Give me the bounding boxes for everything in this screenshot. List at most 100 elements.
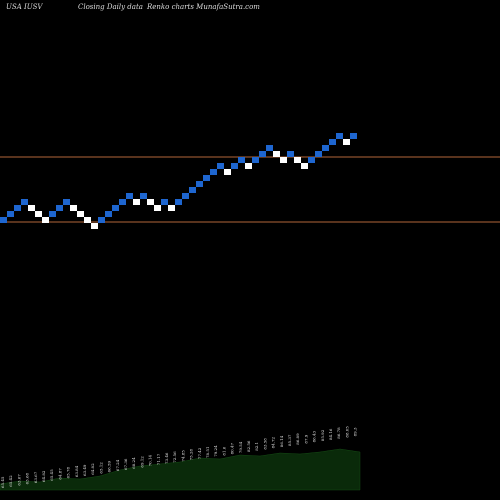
volume-label-3: 63.68 [25, 472, 30, 484]
volume-label-9: 63.84 [74, 465, 79, 477]
volume-label-23: 75.28 [189, 448, 194, 460]
renko-brick-24 [168, 205, 175, 211]
renko-brick-19 [133, 199, 140, 205]
renko-brick-28 [196, 181, 203, 187]
volume-label-21: 72.56 [172, 451, 177, 463]
renko-brick-11 [77, 211, 84, 217]
volume-label-32: 83.58 [262, 438, 267, 450]
renko-brick-18 [126, 193, 133, 199]
renko-brick-42 [294, 157, 301, 163]
renko-brick-22 [154, 205, 161, 211]
volume-area [0, 448, 361, 491]
renko-brick-34 [238, 157, 245, 163]
renko-brick-46 [322, 145, 329, 151]
volume-label-36: 86.89 [295, 433, 300, 445]
renko-brick-17 [119, 199, 126, 205]
volume-label-43: 89.3 [353, 427, 358, 436]
volume-label-26: 79.24 [213, 445, 218, 457]
volume-label-4: 63.67 [33, 471, 38, 483]
renko-brick-25 [175, 199, 182, 205]
volume-label-17: 69.12 [139, 456, 144, 468]
volume-label-34: 86.14 [279, 435, 284, 447]
volume-label-18: 70.14 [148, 454, 153, 466]
renko-brick-37 [259, 151, 266, 157]
renko-brick-23 [161, 199, 168, 205]
volume-label-14: 67.24 [115, 459, 120, 471]
volume-label-6: 65.45 [49, 469, 54, 481]
renko-brick-45 [315, 151, 322, 157]
volume-label-24: 77.42 [197, 447, 202, 459]
volume-label-39: 85.92 [320, 429, 325, 441]
volume-label-33: 84.72 [271, 436, 276, 448]
volume-label-11: 64.82 [90, 463, 95, 475]
renko-brick-2 [14, 205, 21, 211]
volume-label-19: 71.17 [156, 453, 161, 465]
renko-brick-13 [91, 223, 98, 229]
renko-brick-30 [210, 169, 217, 175]
volume-label-1: 65.42 [8, 475, 13, 487]
renko-brick-3 [21, 199, 28, 205]
volume-label-42: 88.05 [344, 426, 349, 438]
volume-label-8: 65.78 [66, 466, 71, 478]
volume-label-13: 66.59 [107, 460, 112, 472]
renko-brick-0 [0, 217, 7, 223]
renko-brick-14 [98, 217, 105, 223]
volume-label-28: 80.47 [230, 442, 235, 454]
volume-label-20: 73.46 [164, 452, 169, 464]
volume-label-29: 79.54 [238, 441, 243, 453]
chart-data-label: Closing Daily data [78, 3, 143, 11]
renko-brick-39 [273, 151, 280, 157]
renko-brick-44 [308, 157, 315, 163]
volume-label-41: 86.78 [336, 427, 341, 439]
renko-brick-41 [287, 151, 294, 157]
renko-brick-47 [329, 139, 336, 145]
renko-brick-27 [189, 187, 196, 193]
renko-brick-48 [336, 133, 343, 139]
renko-brick-38 [266, 145, 273, 151]
volume-label-38: 86.43 [312, 430, 317, 442]
renko-brick-12 [84, 217, 91, 223]
renko-brick-31 [217, 163, 224, 169]
renko-brick-6 [42, 217, 49, 223]
renko-brick-36 [252, 157, 259, 163]
volume-label-31: 82.1 [254, 442, 259, 451]
renko-brick-35 [245, 163, 252, 169]
renko-brick-20 [140, 193, 147, 199]
volume-label-10: 63.49 [82, 464, 87, 476]
volume-label-16: 68.24 [131, 457, 136, 469]
volume-label-5: 64.82 [41, 470, 46, 482]
renko-bricks [0, 133, 357, 229]
chart-source-label: Renko charts MunafaSutra.com [146, 3, 260, 11]
volume-label-15: 67.36 [123, 458, 128, 470]
renko-brick-9 [63, 199, 70, 205]
renko-brick-26 [182, 193, 189, 199]
volume-label-2: 63.67 [16, 474, 21, 486]
chart-symbol: USA IUSV [6, 3, 43, 11]
volume-label-0: 65.45 [0, 476, 5, 488]
renko-brick-1 [7, 211, 14, 217]
renko-brick-7 [49, 211, 56, 217]
renko-brick-43 [301, 163, 308, 169]
renko-brick-10 [70, 205, 77, 211]
volume-label-22: 74.85 [180, 450, 185, 462]
renko-brick-15 [105, 211, 112, 217]
volume-label-40: 84.16 [328, 428, 333, 440]
renko-brick-40 [280, 157, 287, 163]
renko-brick-8 [56, 205, 63, 211]
volume-label-12: 65.12 [98, 462, 103, 474]
renko-brick-5 [35, 211, 42, 217]
volume-label-37: 87.9 [303, 434, 308, 443]
volume-label-25: 78.51 [205, 447, 210, 458]
volume-labels: 65.45 65.42 63.67 63.68 63.67 64.82 65.45 64.87… [0, 426, 358, 488]
renko-brick-4 [28, 205, 35, 211]
volume-label-35: 85.37 [287, 434, 292, 446]
volume-label-30: 82.56 [246, 440, 251, 452]
renko-brick-21 [147, 199, 154, 205]
volume-label-27: 81.6 [221, 446, 226, 455]
renko-brick-33 [231, 163, 238, 169]
renko-brick-32 [224, 169, 231, 175]
renko-brick-29 [203, 175, 210, 181]
renko-brick-16 [112, 205, 119, 211]
